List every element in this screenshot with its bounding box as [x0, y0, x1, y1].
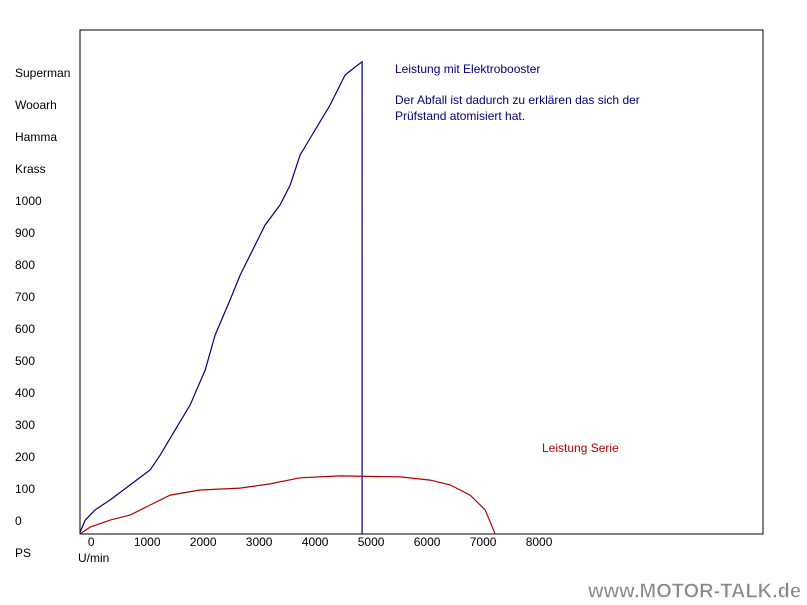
y-tick-label: 500 [15, 354, 35, 368]
x-tick-label: 4000 [302, 535, 329, 549]
y-tick-label: 800 [15, 258, 35, 272]
y-tick-label: 0 [15, 514, 22, 528]
y-axis-label: PS [15, 546, 31, 560]
annotation: Prüfstand atomisiert hat. [395, 109, 525, 123]
y-tick-label: Hamma [15, 130, 57, 144]
y-tick-label: 700 [15, 290, 35, 304]
y-tick-label: 900 [15, 226, 35, 240]
y-tick-label: Superman [15, 66, 70, 80]
annotation: Der Abfall ist dadurch zu erklären das s… [395, 93, 640, 107]
x-tick-label: 3000 [246, 535, 273, 549]
y-tick-label: 600 [15, 322, 35, 336]
legend-label: Leistung Serie [542, 441, 619, 455]
x-tick-label: 2000 [190, 535, 217, 549]
y-tick-label: Krass [15, 162, 46, 176]
series-line [79, 60, 363, 534]
x-tick-label: 6000 [414, 535, 441, 549]
x-tick-label: 5000 [358, 535, 385, 549]
y-tick-label: 100 [15, 482, 35, 496]
legend-label: Leistung mit Elektrobooster [395, 62, 540, 76]
y-tick-label: 300 [15, 418, 35, 432]
y-tick-label: Wooarh [15, 98, 57, 112]
series-line [79, 475, 496, 535]
watermark: www.MOTOR-TALK.de [587, 580, 801, 602]
x-tick-label: 8000 [526, 535, 553, 549]
plot-frame [79, 29, 764, 535]
y-tick-label: 200 [15, 450, 35, 464]
x-tick-label: 0 [88, 535, 95, 549]
y-tick-label: 1000 [15, 194, 42, 208]
x-tick-label: 7000 [470, 535, 497, 549]
x-axis-label: U/min [78, 551, 109, 565]
y-tick-label: 400 [15, 386, 35, 400]
x-tick-label: 1000 [134, 535, 161, 549]
